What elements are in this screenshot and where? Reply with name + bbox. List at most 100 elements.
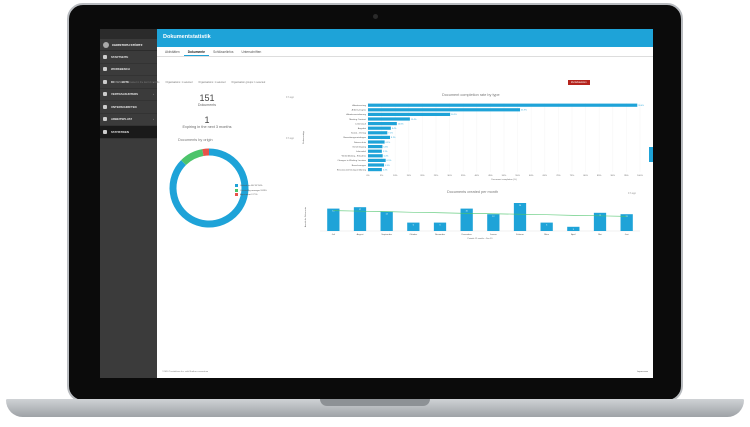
sidebar-item-startseite[interactable]: STARTSEITE [100,51,157,64]
donut-slice[interactable] [202,148,210,156]
x-tick-label: Februar [516,233,524,236]
hbar-title: Document completion rate by type [442,93,500,97]
avatar [103,41,109,48]
bar[interactable] [368,140,385,144]
filter-chip[interactable]: Organisations: 1 selected [165,81,193,84]
data-label: 8.4% [392,128,397,130]
tab-signatures[interactable]: Unterschriften [241,50,262,54]
x-tick-label: 20% [420,175,424,177]
filter-label[interactable]: FILTER [114,81,123,84]
bar[interactable] [620,214,633,231]
data-label: 7.1% [388,133,393,135]
footer-imprint-link[interactable]: Impressum [637,371,648,373]
reset-button[interactable]: Zurücksetzen [568,80,590,85]
bar[interactable] [368,154,383,158]
y-tick-label: Arbeitszeugnis [352,109,367,112]
sidebar-item-unterschriften[interactable]: UNTERSCHRIFTEN [100,101,157,114]
bar[interactable] [368,145,383,149]
donut-slice[interactable] [169,148,249,228]
bar[interactable] [380,211,393,231]
bar[interactable] [368,135,391,139]
filter-chip[interactable]: Organisation groups: 1 selected [231,81,266,84]
x-tick-label: 30% [447,175,451,177]
x-tick-label: 55% [515,175,519,177]
bar[interactable] [540,222,553,231]
legend-label: Created by manager 9.83% [240,189,267,192]
user-menu[interactable]: CHRISTOPH STÖRTZ [100,39,157,51]
y-tick-label: Lohnzettel [356,150,367,153]
bar[interactable] [487,214,500,231]
bar[interactable] [567,226,580,231]
vbar-title: Documents created per month [447,190,499,194]
x-tick-label: 0% [366,175,369,177]
bar[interactable] [460,208,473,231]
y-tick-label: Weiterbildung - Erlaubnis [342,155,367,158]
sidebar-item-workbench[interactable]: WORKBENCH [100,64,157,76]
updated-ago: 9 h ago [628,192,636,195]
bar[interactable] [368,163,385,167]
x-tick-label: 15% [407,175,411,177]
bar[interactable] [368,126,391,130]
y-tick-label: Bewerbungsunterlagen [344,136,367,139]
data-label: 5.9% [385,165,390,167]
bar[interactable] [368,112,451,116]
bar[interactable] [368,168,382,172]
bar[interactable] [368,108,521,112]
sidebar-item-vertragsunters[interactable]: VERTRAGSUNTERS › [100,89,157,101]
bar[interactable] [368,117,410,121]
sidebar-item-label: STATISTIKEN [111,129,129,134]
bar[interactable] [368,158,386,162]
tab-activities[interactable]: Aktivitäten [165,50,180,54]
bar[interactable] [368,122,397,126]
bar[interactable] [353,207,367,231]
sidebar-item-label: ARBEITSPLATZ [111,117,133,122]
x-axis-label: Periode 12 months - Dec-19 [467,237,493,240]
x-tick-label: März [544,233,549,236]
x-tick-label: Oktober [409,233,417,236]
bar[interactable] [513,203,527,231]
x-axis-label: Document completion (%) [491,178,516,181]
expiring-label: Expiring in the next 3 months [182,125,232,129]
donut-title: Documents by origin [178,138,213,142]
x-tick-label: 70% [556,175,560,177]
y-tick-label: Genehmigung [352,146,367,148]
bar[interactable] [368,131,388,135]
feedback-tab[interactable] [649,147,653,162]
tab-key-info[interactable]: Schlüsselinfos [213,50,234,54]
x-tick-label: 10% [393,175,397,177]
sidebar-item-dokumente[interactable]: DOKUMENTE › [100,76,157,89]
filter-chip[interactable]: Organisations: 1 selected [198,81,226,84]
y-axis-label: Dokumenttyp [302,130,305,144]
documents-icon [103,79,107,84]
bar[interactable] [433,222,447,231]
x-tick-label: April [571,233,576,236]
donut-slice[interactable] [181,149,204,166]
data-label: 3 [573,229,575,231]
sidebar-item-arbeitsplatz[interactable]: ARBEITSPLATZ › [100,114,157,126]
data-label: 6 [546,225,548,227]
screen: CHRISTOPH STÖRTZ STARTSEITE WORKBENCH DOKU… [100,29,653,378]
y-tick-label: Datenschutz [354,141,366,144]
x-tick-label: 35% [461,175,465,177]
sidebar-nav: STARTSEITE WORKBENCH DOKUMENTE › VERTRAGSUNT… [100,51,157,139]
x-tick-label: 60% [529,175,533,177]
contract-icon [103,92,107,97]
legend-label: Agreement 2.71% [240,194,258,197]
data-label: 30.2% [451,114,457,116]
legend-swatch [235,184,238,187]
bar[interactable] [327,208,340,231]
donut-legend: Upload via SIV 87.50% Created by manager… [235,184,267,198]
bar[interactable] [368,149,382,153]
sidebar-item-statistiken[interactable]: STATISTIKEN [100,126,157,139]
bar[interactable] [593,212,607,231]
data-label: 12 [626,216,629,218]
bar[interactable] [368,103,638,107]
data-label: 6 [413,225,415,227]
x-tick-label: 5% [380,175,383,177]
x-tick-label: 45% [488,175,492,177]
bar[interactable] [407,222,420,231]
data-label: 15.4% [411,119,417,121]
x-tick-label: Mai [598,234,602,236]
filter-chip[interactable]: Created in the last 12 months [128,81,160,84]
tab-documents[interactable]: Dokumente [183,47,210,56]
